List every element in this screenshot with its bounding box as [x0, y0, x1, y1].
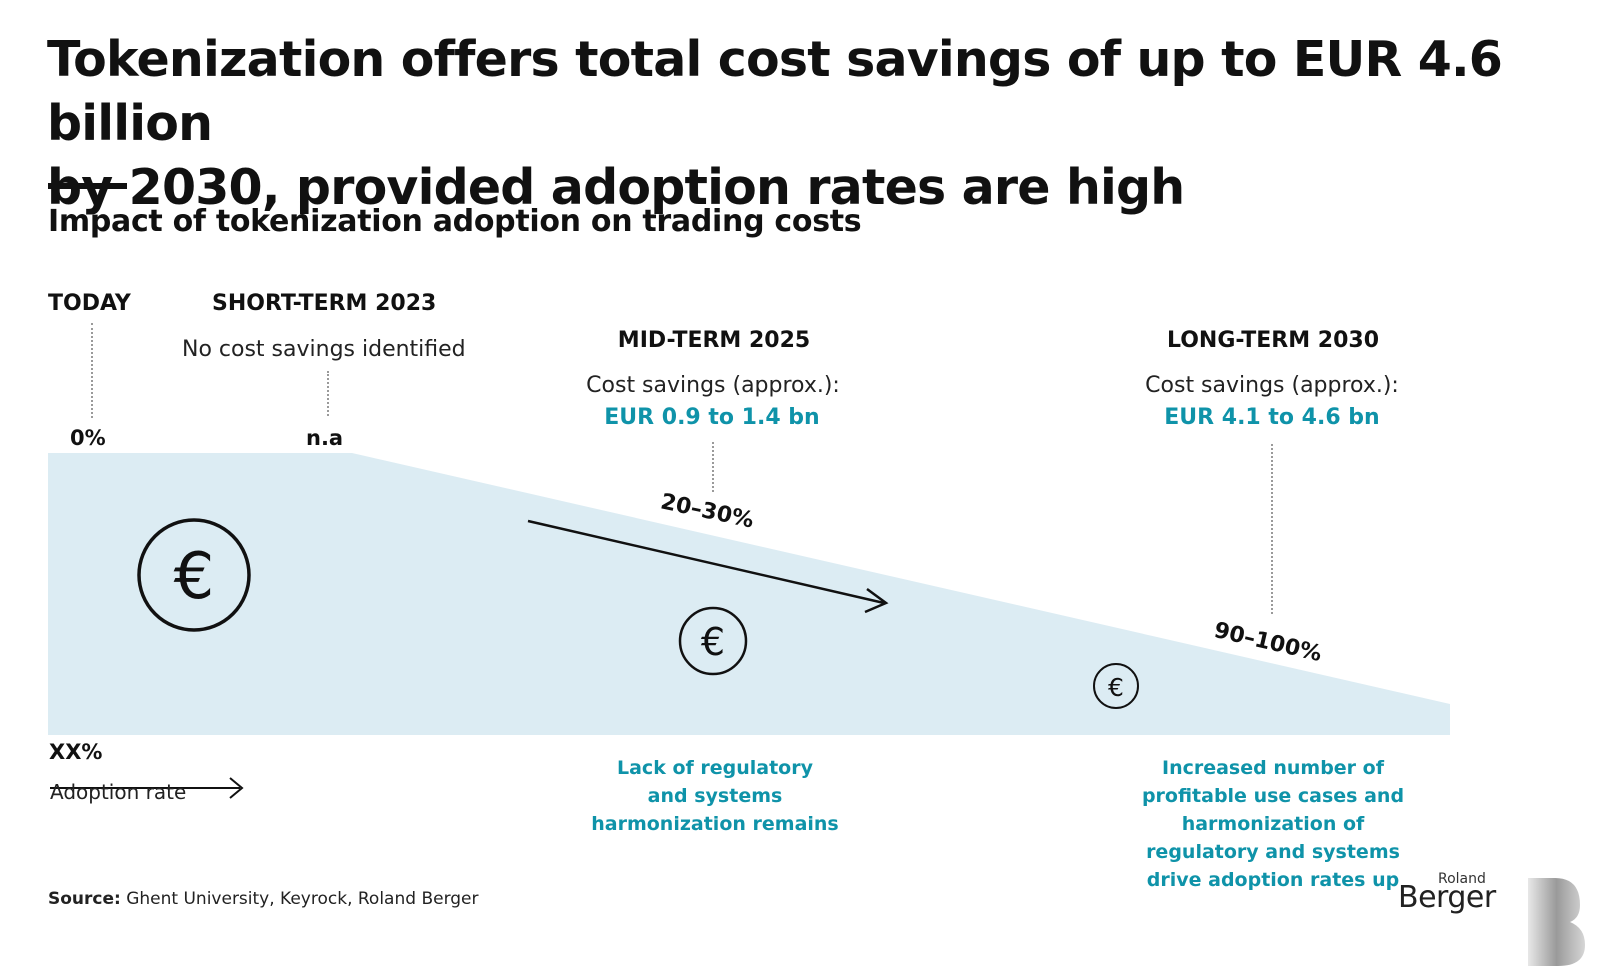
long-term-driver-line: regulatory and systems — [1146, 841, 1400, 863]
legend-label: Adoption rate — [50, 780, 187, 804]
subtitle: Impact of tokenization adoption on tradi… — [48, 204, 862, 239]
stage-long-term-label: LONG-TERM 2030 — [1166, 328, 1380, 353]
title-divider — [48, 183, 127, 189]
mid-term-connector — [712, 442, 714, 492]
long-term-driver: Increased number of profitable use cases… — [1128, 754, 1418, 894]
logo-mark — [1528, 878, 1585, 966]
source-note: Source: Ghent University, Keyrock, Rolan… — [48, 889, 479, 909]
euro-icon-medium: € — [678, 606, 748, 676]
source-prefix: Source: — [48, 889, 121, 909]
today-rate: 0% — [70, 426, 106, 450]
title-line-1: Tokenization offers total cost savings o… — [47, 31, 1503, 152]
euro-symbol-large: € — [174, 540, 215, 614]
short-term-rate: n.a — [306, 426, 344, 450]
mid-term-driver: Lack of regulatory and systems harmoniza… — [580, 754, 850, 838]
mid-term-driver-line: harmonization remains — [591, 813, 839, 835]
mid-term-savings-value: EUR 0.9 to 1.4 bn — [604, 405, 820, 430]
long-term-driver-line: profitable use cases and — [1141, 785, 1405, 807]
mid-term-driver-line: and systems — [647, 785, 783, 807]
euro-symbol-small: € — [1108, 673, 1124, 702]
long-term-connector — [1271, 444, 1273, 614]
stage-mid-term-label: MID-TERM 2025 — [617, 328, 811, 353]
mid-term-driver-line: Lack of regulatory — [617, 757, 813, 779]
logo-text-top: Roland — [1438, 871, 1486, 887]
adoption-trend-arrow — [527, 519, 889, 614]
long-term-driver-line: drive adoption rates up — [1146, 869, 1400, 891]
euro-icon-small: € — [1093, 663, 1139, 709]
stage-today-label: TODAY — [48, 291, 131, 316]
short-term-note: No cost savings identified — [182, 337, 466, 362]
legend-arrow — [50, 777, 244, 799]
short-term-connector — [327, 371, 329, 416]
title-line-2: by 2030, provided adoption rates are hig… — [47, 159, 1185, 216]
page-title: Tokenization offers total cost savings o… — [47, 28, 1567, 220]
today-connector — [91, 323, 93, 418]
long-term-driver-line: Increased number of — [1162, 757, 1384, 779]
long-term-savings-label: Cost savings (approx.): — [1145, 373, 1399, 398]
legend-value: XX% — [49, 740, 103, 764]
mid-term-savings-label: Cost savings (approx.): — [586, 373, 840, 398]
source-text: Ghent University, Keyrock, Roland Berger — [120, 889, 479, 909]
stage-short-term-label: SHORT-TERM 2023 — [212, 291, 437, 316]
long-term-savings-value: EUR 4.1 to 4.6 bn — [1164, 405, 1380, 430]
trading-cost-area — [48, 453, 1450, 735]
long-term-driver-line: harmonization of — [1181, 813, 1365, 835]
euro-icon-large: € — [137, 518, 251, 632]
euro-symbol-medium: € — [701, 620, 725, 664]
logo-text-bottom: Berger — [1398, 880, 1496, 915]
